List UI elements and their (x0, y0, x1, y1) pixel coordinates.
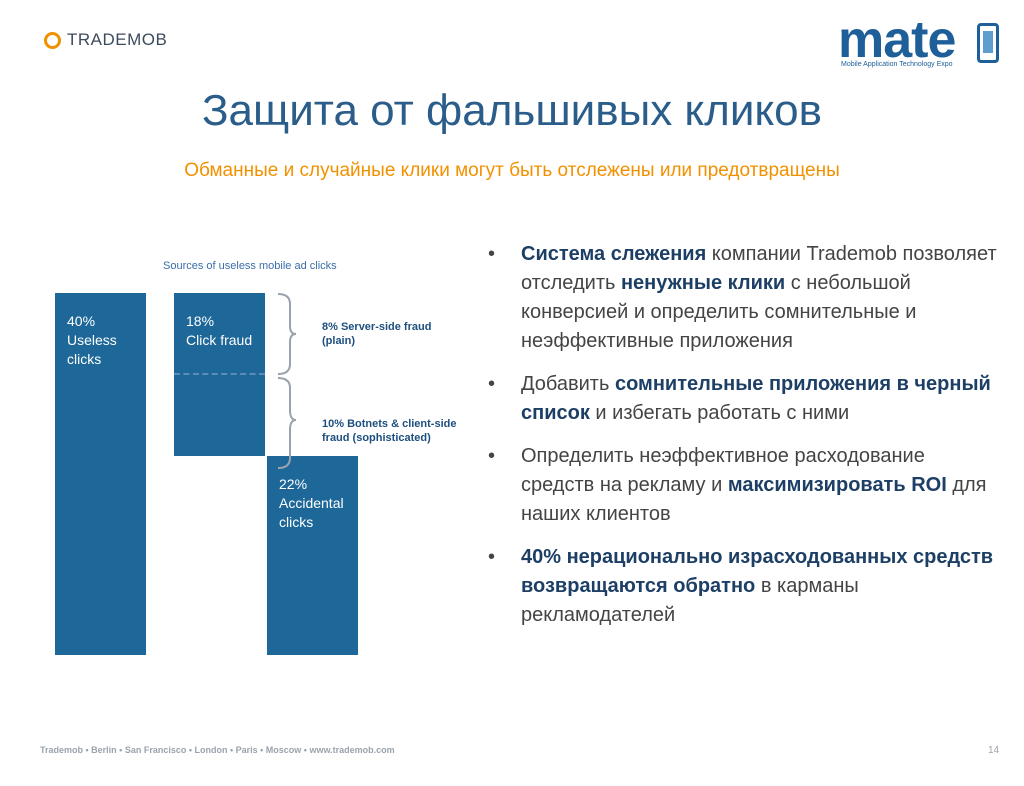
chart-bar (55, 293, 146, 655)
trademob-brand-name: TRADEMOB (67, 30, 168, 49)
chart-bar-label-line: clicks (67, 351, 102, 367)
bullet-bold-text: сомнительные приложения в черный список (521, 373, 991, 424)
mate-logo-word: mate (838, 11, 956, 69)
chart-bar-label: 22% Accidental clicks (279, 475, 344, 532)
mate-logo: mate Mobile Application Technology Expo (838, 11, 1004, 74)
chart-bar-label-line: Click fraud (186, 332, 253, 348)
page-number: 14 (988, 745, 1000, 756)
chart-bar-label-line: clicks (279, 513, 314, 530)
bullet-text: в карманы рекламодателей (521, 575, 859, 626)
annotation-line: fraud (sophisticated) (322, 432, 431, 444)
slide-title: Защита от фальшивых кликов (201, 86, 823, 135)
chart-bar-label-line: Useless (67, 332, 117, 348)
trademob-logo: TRADEMOB (44, 30, 167, 50)
bullet-bold-text: 40% нерационально израсходованных средст… (521, 546, 994, 597)
annotation-botnets: 10% Botnets & client-side fraud (sophist… (322, 417, 456, 445)
chart-bar-label: 18% Click fraud (186, 312, 252, 350)
click-fraud-split-line (174, 373, 265, 375)
chart-bar-label-line: 18% (186, 313, 215, 329)
bullet-text: Определить неэффективное расходование ср… (521, 445, 925, 496)
bullet-item: Определить неэффективное расходование ср… (488, 442, 998, 529)
annotation-line: 10% Botnets & client-side (322, 418, 457, 430)
bullet-list: Система слежения компании Trademob позво… (488, 240, 998, 644)
bullet-bold-text: ненужные клики (620, 272, 786, 294)
slide-subtitle: Обманные и случайные клики могут быть от… (184, 160, 840, 181)
annotation-line: (plain) (322, 335, 355, 347)
chart-bar-label: 40% Useless clicks (67, 312, 117, 369)
bullet-text: компании Trademob позволяет отследить (521, 243, 997, 294)
bullet-item: 40% нерационально израсходованных средст… (488, 543, 998, 630)
annotation-braces (277, 293, 297, 469)
bullet-item: Система слежения компании Trademob позво… (488, 240, 998, 356)
chart-bar-label-line: 40% (67, 313, 96, 329)
phone-icon (977, 23, 999, 63)
chart-title: Sources of useless mobile ad clicks (163, 260, 337, 272)
chart-bar-label-line: Accidental (279, 494, 344, 511)
bullet-item: Добавить сомнительные приложения в черны… (488, 370, 998, 428)
annotation-server-side: 8% Server-side fraud (plain) (322, 320, 431, 348)
bullet-text: Добавить (521, 373, 615, 395)
footer-text: Trademob • Berlin • San Francisco • Lond… (40, 745, 395, 755)
bullet-text: для наших клиентов (521, 474, 987, 525)
bullet-bold-text: Система слежения (521, 243, 707, 265)
bullet-text: и избегать работать с ними (589, 402, 850, 424)
trademob-ring-icon (44, 31, 61, 49)
mate-logo-tagline: Mobile Application Technology Expo (841, 61, 953, 68)
bullet-bold-text: максимизировать ROI (727, 474, 947, 496)
annotation-line: 8% Server-side fraud (322, 321, 432, 333)
chart-bar (267, 455, 358, 655)
chart-bar-label-line: 22% (279, 475, 308, 492)
bullet-text: с небольшой конверсией и определить сомн… (521, 272, 917, 352)
